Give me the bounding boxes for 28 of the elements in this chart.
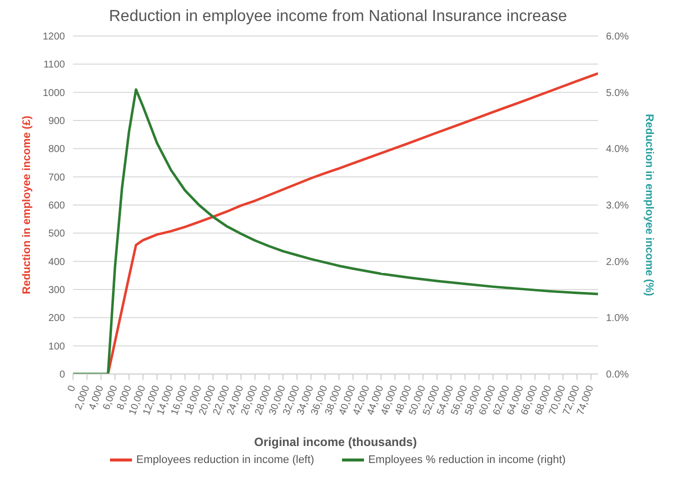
y2-tick-label: 1.0% (606, 313, 629, 324)
y-tick-label: 300 (48, 285, 66, 296)
y-tick-label: 0 (59, 370, 66, 381)
chart-title: Reduction in employee income from National Insurance increase (108, 8, 568, 26)
x-axis-title: Original income (thousands) (254, 435, 417, 449)
y2-tick-label: 0.0% (606, 370, 629, 381)
y-tick-label: 600 (48, 200, 66, 212)
y2-axis-title: Reduction in employee income (%) (643, 114, 656, 296)
y-tick-label: 100 (48, 341, 66, 352)
legend-label: Employees % reduction in income (right) (368, 454, 566, 466)
legend-label: Employees reduction in income (left) (136, 454, 314, 466)
y2-tick-label: 3.0% (606, 200, 629, 212)
y2-tick-label: 5.0% (606, 88, 629, 99)
y-tick-label: 500 (48, 228, 66, 240)
y2-tick-label: 6.0% (606, 32, 629, 43)
y-tick-label: 200 (48, 313, 66, 324)
y-tick-label: 1200 (42, 32, 66, 43)
y-tick-label: 700 (48, 172, 66, 184)
x-tick-label: 0 (66, 384, 78, 394)
y-tick-label: 800 (48, 144, 66, 156)
y2-tick-label: 4.0% (606, 144, 629, 156)
y-axis-title: Reduction in employee income (£) (20, 115, 33, 294)
y-tick-label: 400 (48, 256, 66, 268)
x-tick-label: 74,000 (575, 384, 596, 417)
y2-tick-label: 2.0% (606, 256, 629, 268)
y-tick-label: 1100 (43, 60, 66, 71)
y-tick-label: 1000 (42, 88, 66, 99)
y-tick-label: 900 (48, 116, 66, 128)
